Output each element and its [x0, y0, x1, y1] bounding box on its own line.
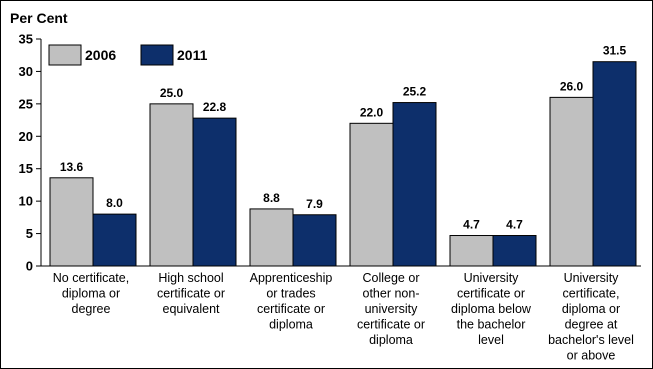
- data-label-2011: 4.7: [506, 218, 523, 232]
- legend-label-2006: 2006: [85, 47, 116, 63]
- x-category-label-line: College or: [363, 271, 420, 285]
- legend-swatch-2006: [48, 44, 82, 66]
- x-category-label-line: equivalent: [163, 302, 221, 316]
- data-label-2006: 13.6: [60, 160, 84, 174]
- x-category-label: High school certificate or equivalent: [157, 271, 225, 316]
- x-category-label-line: High school: [158, 271, 223, 285]
- y-tick-label: 25: [19, 96, 33, 111]
- x-category-label-line: level: [478, 333, 504, 347]
- x-category-label-line: other non-: [363, 287, 420, 301]
- data-label-2006: 25.0: [160, 86, 184, 100]
- x-category-label-line: Apprenticeship: [250, 271, 333, 285]
- y-tick-label: 5: [26, 226, 33, 241]
- bar-2006: [449, 235, 494, 267]
- bar-2011: [192, 117, 237, 267]
- y-tick-label: 30: [19, 64, 33, 79]
- data-label-2006: 4.7: [463, 218, 480, 232]
- bar-2011: [592, 61, 637, 267]
- x-category-label-line: University: [564, 271, 620, 285]
- bar-2006: [549, 96, 594, 267]
- x-category-label-line: certificate,: [563, 287, 620, 301]
- y-tick-label: 10: [19, 194, 33, 209]
- y-tick-label: 0: [26, 259, 33, 274]
- data-label-2006: 8.8: [263, 191, 280, 205]
- x-category-label-line: or above: [567, 349, 616, 363]
- x-category-label-line: diploma: [269, 318, 313, 332]
- x-category-label: Apprenticeship or trades certificate or dip…: [250, 271, 333, 332]
- x-category-label-line: certificate or: [157, 287, 225, 301]
- data-label-2006: 26.0: [560, 79, 584, 93]
- bar-2011: [292, 214, 337, 267]
- bar-2006: [49, 177, 94, 267]
- x-category-label-line: diploma or: [562, 302, 620, 316]
- data-label-2011: 7.9: [306, 197, 323, 211]
- x-category-label-line: diploma or: [62, 287, 120, 301]
- x-category-label-line: bachelor's level: [548, 333, 634, 347]
- bar-2006: [249, 208, 294, 267]
- y-tick-label: 15: [19, 161, 33, 176]
- x-category-label-line: certificate or: [257, 302, 325, 316]
- y-axis-title: Per Cent: [10, 10, 68, 26]
- y-tick-label: 35: [19, 32, 33, 47]
- x-category-label-line: degree at: [565, 318, 618, 332]
- x-category-label-line: diploma: [369, 333, 413, 347]
- legend: 2006 2011: [48, 44, 208, 66]
- x-category-label-line: degree: [72, 302, 111, 316]
- data-label-2011: 22.8: [203, 100, 227, 114]
- x-category-label: University certificate or diploma below the…: [451, 271, 532, 347]
- x-category-label-line: diploma below: [451, 302, 532, 316]
- x-category-label: University certificate, diploma or degree a…: [548, 271, 634, 363]
- data-label-2011: 25.2: [403, 85, 427, 99]
- x-category-label-line: the bachelor: [457, 318, 526, 332]
- x-category-label-line: certificate or: [357, 318, 425, 332]
- data-label-2011: 31.5: [603, 44, 627, 58]
- bar-2011: [392, 102, 437, 267]
- x-category-label-line: university: [365, 302, 419, 316]
- x-category-label: No certificate, diploma or degree: [53, 271, 129, 316]
- data-label-2011: 8.0: [106, 196, 123, 210]
- bar-2011: [492, 235, 537, 267]
- x-category-label: College or other non-university certificat…: [357, 271, 425, 347]
- bar-2011: [92, 213, 137, 267]
- bar-2006: [349, 122, 394, 267]
- legend-swatch-2011: [140, 44, 174, 66]
- data-label-2006: 22.0: [360, 105, 384, 119]
- x-category-label-line: or trades: [266, 287, 315, 301]
- x-category-label-line: University: [464, 271, 520, 285]
- x-category-label-line: No certificate,: [53, 271, 129, 285]
- x-category-label-line: certificate or: [457, 287, 525, 301]
- bar-2006: [149, 103, 194, 267]
- legend-label-2011: 2011: [177, 47, 208, 63]
- y-tick-label: 20: [19, 129, 33, 144]
